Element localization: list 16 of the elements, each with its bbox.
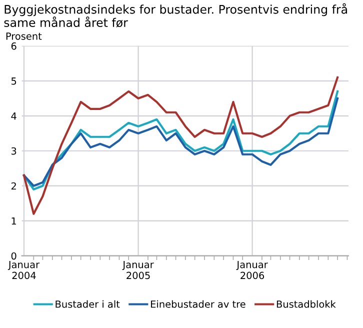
legend-label: Bustadblokk — [276, 300, 336, 308]
y-axis-title: Prosent — [6, 32, 42, 40]
y-tick-label: 6 — [11, 42, 16, 50]
y-tick-label: 3 — [11, 147, 16, 155]
chart-title: Byggjekostnadsindeks for bustader. Prosentvis endring frå same månad året før — [4, 3, 347, 28]
y-tick-label: 5 — [11, 78, 16, 85]
line-series — [22, 76, 339, 215]
y-tick-label: 4 — [11, 112, 16, 120]
x-tick-label: Januar 2006 — [236, 261, 268, 280]
legend-label: Einebustader av tre — [151, 300, 246, 308]
x-tick-label: Januar 2005 — [122, 261, 154, 280]
legend-label: Bustader i alt — [56, 300, 120, 308]
y-tick-label: 0 — [11, 252, 16, 260]
y-tick-label: 2 — [11, 182, 16, 190]
y-tick-label: 1 — [12, 217, 16, 225]
x-tick-label: Januar 2004 — [8, 261, 40, 280]
